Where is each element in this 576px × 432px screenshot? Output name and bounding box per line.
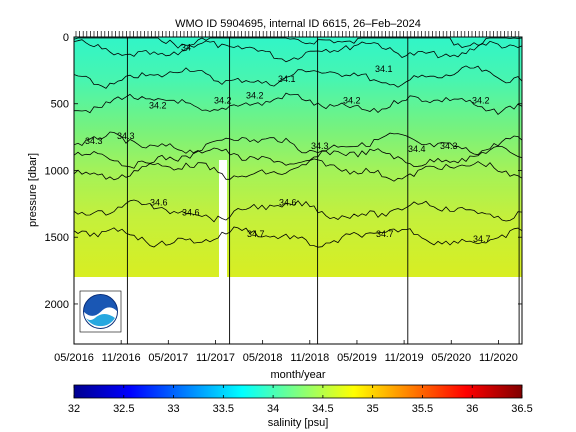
contour-label: 34.7 bbox=[247, 229, 265, 239]
x-axis: 05/2016 11/2016 05/2017 11/2017 05/2018 11/20… bbox=[54, 340, 518, 364]
colorbar bbox=[73, 384, 523, 399]
contour-line bbox=[74, 145, 522, 169]
colorbar-tick-label: 36 bbox=[466, 403, 478, 415]
x-tick-label: 05/2017 bbox=[148, 352, 188, 364]
noaa-logo bbox=[79, 290, 122, 333]
contour-label: 34.2 bbox=[343, 96, 361, 106]
contour-label: 34.4 bbox=[408, 144, 426, 154]
contour-label: 34.6 bbox=[150, 198, 168, 208]
contour-line bbox=[74, 158, 522, 182]
contour-label: 34.3 bbox=[85, 136, 103, 146]
y-tick-label: 2000 bbox=[45, 299, 69, 311]
x-tick-label: 11/2018 bbox=[290, 352, 329, 364]
y-tick-label: 1500 bbox=[45, 232, 69, 244]
colorbar-tick-label: 35 bbox=[367, 403, 379, 415]
contour-label: 34.3 bbox=[311, 141, 329, 151]
colorbar-ticks: 32 32.5 33 33.5 34 34.5 35 35.5 36 36.5 bbox=[68, 385, 533, 415]
x-tick-label: 11/2017 bbox=[196, 352, 235, 364]
x-tick-label: 11/2020 bbox=[479, 352, 518, 364]
contour-line bbox=[74, 199, 522, 223]
contour-label: 34.3 bbox=[440, 141, 458, 151]
colorbar-tick-label: 33 bbox=[167, 403, 179, 415]
contour-label: 34.6 bbox=[182, 208, 200, 218]
profile-lines bbox=[126, 37, 520, 344]
contour-line bbox=[74, 92, 522, 115]
contour-label: 34.7 bbox=[376, 229, 394, 239]
data-bottom-edge bbox=[74, 277, 522, 344]
x-tick-label: 05/2019 bbox=[337, 352, 377, 364]
contour-label: 34.2 bbox=[214, 96, 232, 106]
contour-label: 34.1 bbox=[278, 74, 296, 84]
y-axis-label: pressure [dbar] bbox=[27, 153, 39, 227]
plot-frame bbox=[73, 36, 523, 345]
contour-lines bbox=[74, 37, 522, 248]
contour-label: 34.7 bbox=[473, 234, 491, 244]
colorbar-label: salinity [psu] bbox=[268, 417, 329, 429]
x-tick-label: 05/2020 bbox=[431, 352, 471, 364]
chart-title: WMO ID 5904695, internal ID 6615, 26–Feb… bbox=[175, 18, 421, 30]
x-tick-label: 05/2016 bbox=[54, 352, 94, 364]
contour-line bbox=[74, 37, 522, 49]
x-tick-label: 11/2019 bbox=[385, 352, 424, 364]
y-tick-label: 500 bbox=[51, 99, 69, 111]
contour-label: 34.2 bbox=[472, 96, 490, 106]
colorbar-tick-label: 32.5 bbox=[113, 403, 134, 415]
x-tick-label: 11/2016 bbox=[102, 352, 141, 364]
contour-line bbox=[74, 226, 522, 248]
salinity-field bbox=[74, 37, 522, 277]
profile-rug bbox=[75, 31, 520, 37]
y-axis: 0 500 1000 1500 2000 bbox=[45, 32, 522, 311]
colorbar-tick-label: 34 bbox=[267, 403, 279, 415]
colorbar-tick-label: 34.5 bbox=[312, 403, 333, 415]
x-axis-label: month/year bbox=[270, 369, 325, 381]
x-tick-label: 05/2018 bbox=[243, 352, 283, 364]
contour-label: 34.1 bbox=[375, 64, 393, 74]
y-tick-label: 0 bbox=[63, 32, 69, 44]
contour-line bbox=[74, 39, 522, 63]
contour-line bbox=[74, 65, 522, 89]
colorbar-tick-label: 36.5 bbox=[511, 403, 532, 415]
colorbar-tick-label: 33.5 bbox=[213, 403, 234, 415]
contour-label: 34.2 bbox=[149, 101, 167, 111]
contour-label: 34.6 bbox=[279, 198, 297, 208]
colorbar-tick-label: 32 bbox=[68, 403, 80, 415]
y-tick-label: 1000 bbox=[45, 165, 69, 177]
contour-line bbox=[74, 131, 522, 156]
contour-label: 34.3 bbox=[117, 131, 135, 141]
contour-label: 34.2 bbox=[246, 91, 264, 101]
contour-label: 34 bbox=[181, 42, 191, 52]
colorbar-tick-label: 35.5 bbox=[412, 403, 433, 415]
